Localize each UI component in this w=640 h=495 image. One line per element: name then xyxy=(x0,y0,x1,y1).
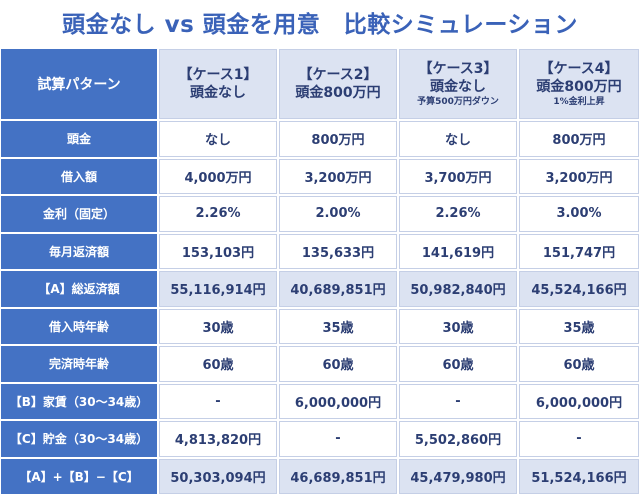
table-cell: 46,689,851円 xyxy=(278,457,398,495)
row-label-savings: 【C】貯金（30～34歳） xyxy=(0,420,158,458)
table-cell: 3,200万円 xyxy=(518,157,640,195)
table-cell: 3,700万円 xyxy=(398,157,518,195)
table-cell: なし xyxy=(158,120,278,158)
row-label-payoff-age: 完済時年齢 xyxy=(0,345,158,383)
case-header-2: 【ケース2】 頭金800万円 xyxy=(278,48,398,120)
table-cell: 50,982,840円 xyxy=(398,270,518,308)
case-header-1: 【ケース1】 頭金なし xyxy=(158,48,278,120)
table-cell: 3,200万円 xyxy=(278,157,398,195)
case-header-desc: 頭金800万円 xyxy=(295,85,381,101)
case-header-4: 【ケース4】 頭金800万円 1%金利上昇 xyxy=(518,48,640,120)
table-cell: - xyxy=(398,382,518,420)
case-header-title: 【ケース3】 xyxy=(418,61,498,77)
case-header-desc: 頭金800万円 xyxy=(536,79,622,95)
row-label-net-total: 【A】+【B】−【C】 xyxy=(0,457,158,495)
row-label-interest-rate: 金利（固定） xyxy=(0,195,158,233)
row-label-down-payment: 頭金 xyxy=(0,120,158,158)
table-cell: - xyxy=(158,382,278,420)
table-cell: なし xyxy=(398,120,518,158)
table-cell: 45,479,980円 xyxy=(398,457,518,495)
table-cell: 3.00% xyxy=(518,195,640,233)
row-label-borrow-age: 借入時年齢 xyxy=(0,307,158,345)
comparison-table: 試算パターン 【ケース1】 頭金なし 【ケース2】 頭金800万円 【ケース3】… xyxy=(0,48,640,495)
table-cell: 30歳 xyxy=(158,307,278,345)
table-cell: 2.26% xyxy=(398,195,518,233)
table-cell: 60歳 xyxy=(278,345,398,383)
row-label-monthly-payment: 毎月返済額 xyxy=(0,232,158,270)
table-cell: 55,116,914円 xyxy=(158,270,278,308)
table-cell: 2.00% xyxy=(278,195,398,233)
table-cell: 50,303,094円 xyxy=(158,457,278,495)
case-header-title: 【ケース4】 xyxy=(539,61,619,77)
table-cell: 60歳 xyxy=(398,345,518,383)
table-cell: 51,524,166円 xyxy=(518,457,640,495)
table-cell: - xyxy=(278,420,398,458)
table-cell: 40,689,851円 xyxy=(278,270,398,308)
table-cell: 800万円 xyxy=(278,120,398,158)
case-header-note: 1%金利上昇 xyxy=(553,97,605,107)
table-cell: 4,813,820円 xyxy=(158,420,278,458)
table-cell: 45,524,166円 xyxy=(518,270,640,308)
table-cell: 153,103円 xyxy=(158,232,278,270)
table-cell: 6,000,000円 xyxy=(278,382,398,420)
table-cell: 2.26% xyxy=(158,195,278,233)
table-cell: 60歳 xyxy=(518,345,640,383)
table-cell: 151,747円 xyxy=(518,232,640,270)
page-title: 頭金なし vs 頭金を用意 比較シミュレーション xyxy=(62,12,578,38)
table-cell: 6,000,000円 xyxy=(518,382,640,420)
table-cell: 4,000万円 xyxy=(158,157,278,195)
case-header-title: 【ケース1】 xyxy=(178,67,258,83)
table-cell: 35歳 xyxy=(518,307,640,345)
corner-label: 試算パターン xyxy=(0,48,158,120)
table-cell: 60歳 xyxy=(158,345,278,383)
table-cell: 800万円 xyxy=(518,120,640,158)
table-cell: - xyxy=(518,420,640,458)
table-cell: 35歳 xyxy=(278,307,398,345)
row-label-total-repayment: 【A】総返済額 xyxy=(0,270,158,308)
case-header-desc: 頭金なし xyxy=(430,79,486,95)
case-header-title: 【ケース2】 xyxy=(298,67,378,83)
table-cell: 135,633円 xyxy=(278,232,398,270)
row-label-loan-amount: 借入額 xyxy=(0,157,158,195)
case-header-note: 予算500万円ダウン xyxy=(417,97,499,107)
case-header-desc: 頭金なし xyxy=(190,85,246,101)
case-header-3: 【ケース3】 頭金なし 予算500万円ダウン xyxy=(398,48,518,120)
row-label-rent: 【B】家賃（30～34歳） xyxy=(0,382,158,420)
table-cell: 5,502,860円 xyxy=(398,420,518,458)
table-cell: 30歳 xyxy=(398,307,518,345)
table-cell: 141,619円 xyxy=(398,232,518,270)
